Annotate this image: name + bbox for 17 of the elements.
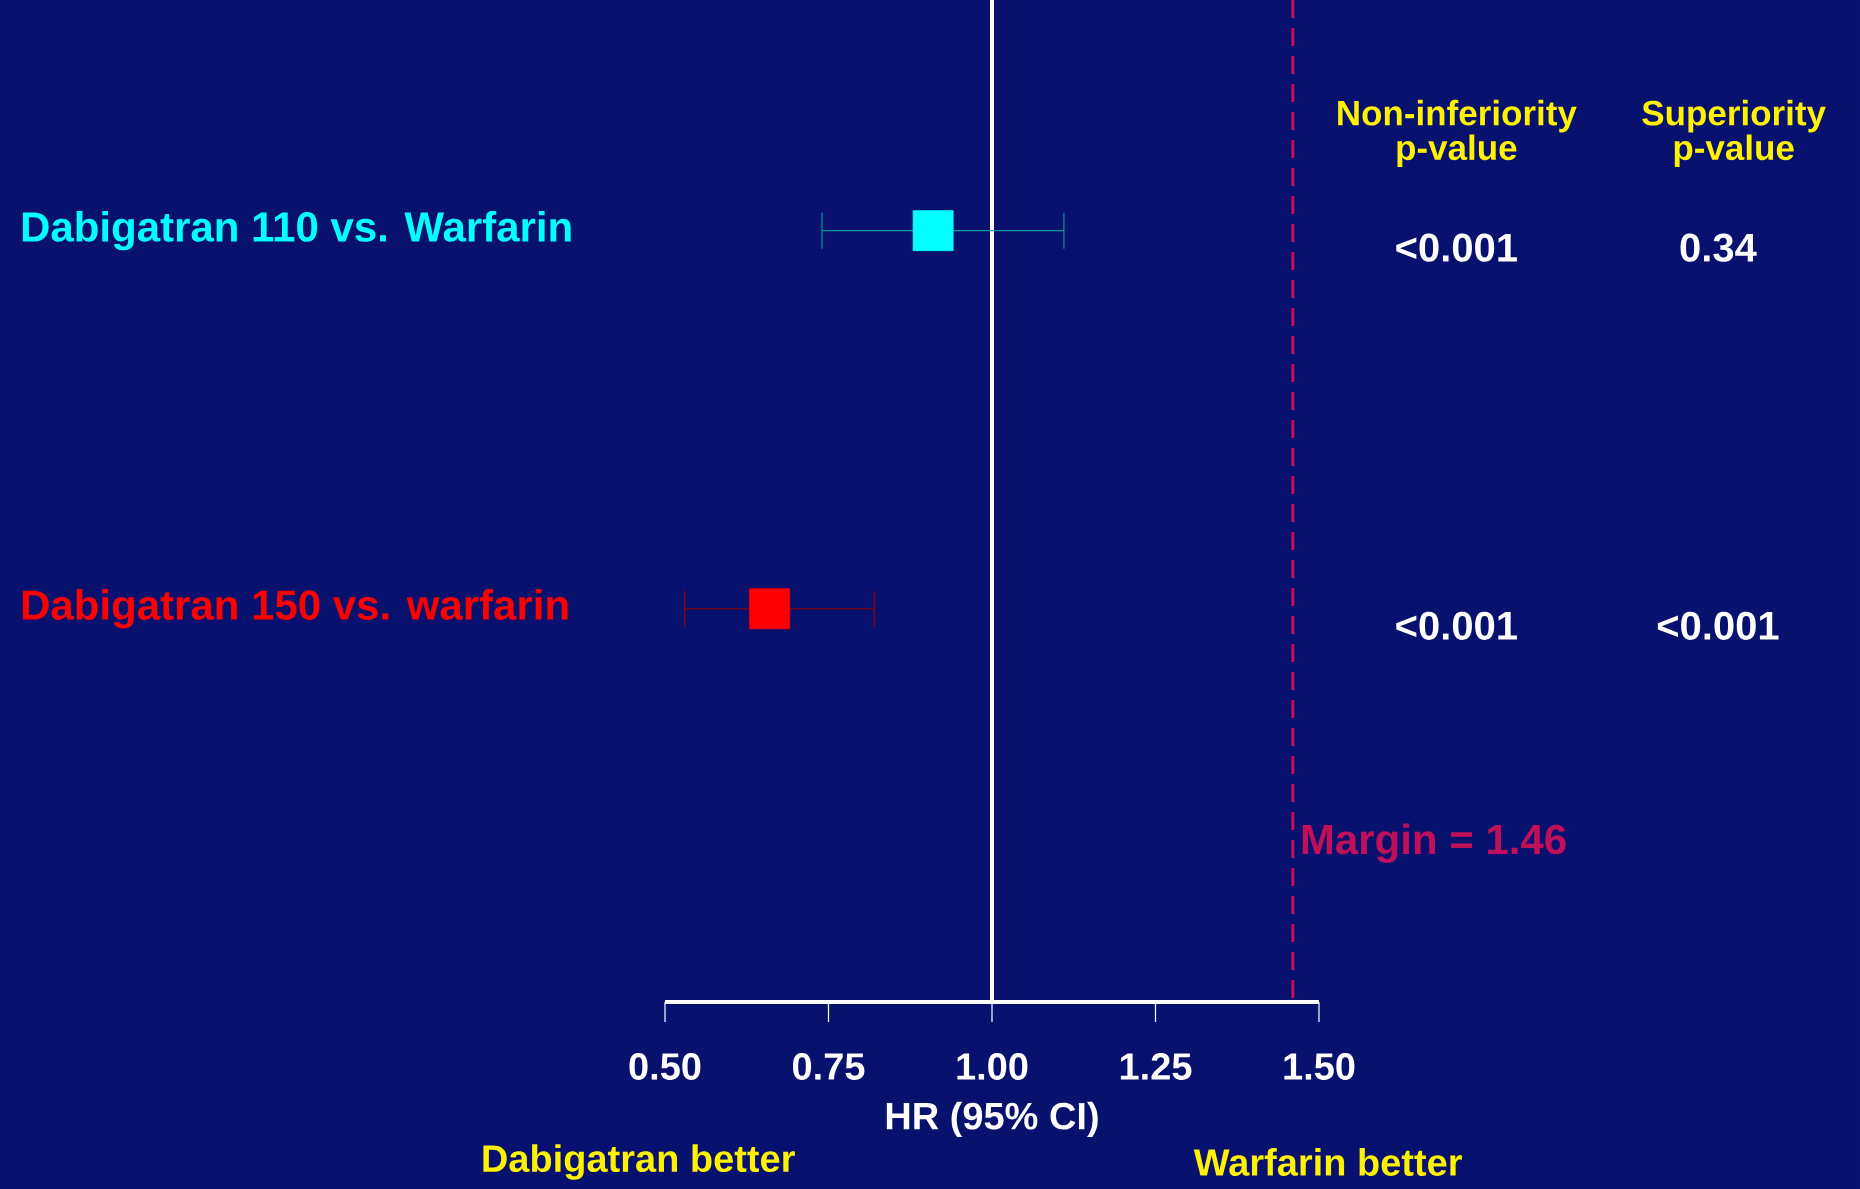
y-tick-label: Dabigatran 150 vs. warfarin xyxy=(22,589,568,629)
text: Superiority p-value xyxy=(1642,99,1826,168)
text: <0.001 xyxy=(1396,611,1517,640)
text: <0.001 xyxy=(1396,233,1517,262)
ref-line-label: Margin = 1.46 xyxy=(1302,823,1566,863)
text: 0.34 xyxy=(1680,233,1757,262)
x-tick-label: 1.00 xyxy=(957,1053,1028,1080)
x-tick-label: 1.50 xyxy=(1284,1053,1355,1080)
x-tick-label: 1.25 xyxy=(1120,1053,1192,1080)
text: Warfarin better xyxy=(1193,1148,1462,1176)
x-axis-title: HR (95% CI) xyxy=(886,1101,1098,1138)
text: Dabigatran better xyxy=(483,1144,795,1180)
x-tick-label: 0.50 xyxy=(629,1053,701,1080)
x-tick-label: 0.75 xyxy=(793,1053,865,1080)
text: Non-inferiority p-value xyxy=(1338,99,1577,168)
text: <0.001 xyxy=(1657,611,1779,640)
y-tick-label: Dabigatran 110 vs. Warfarin xyxy=(22,210,571,251)
